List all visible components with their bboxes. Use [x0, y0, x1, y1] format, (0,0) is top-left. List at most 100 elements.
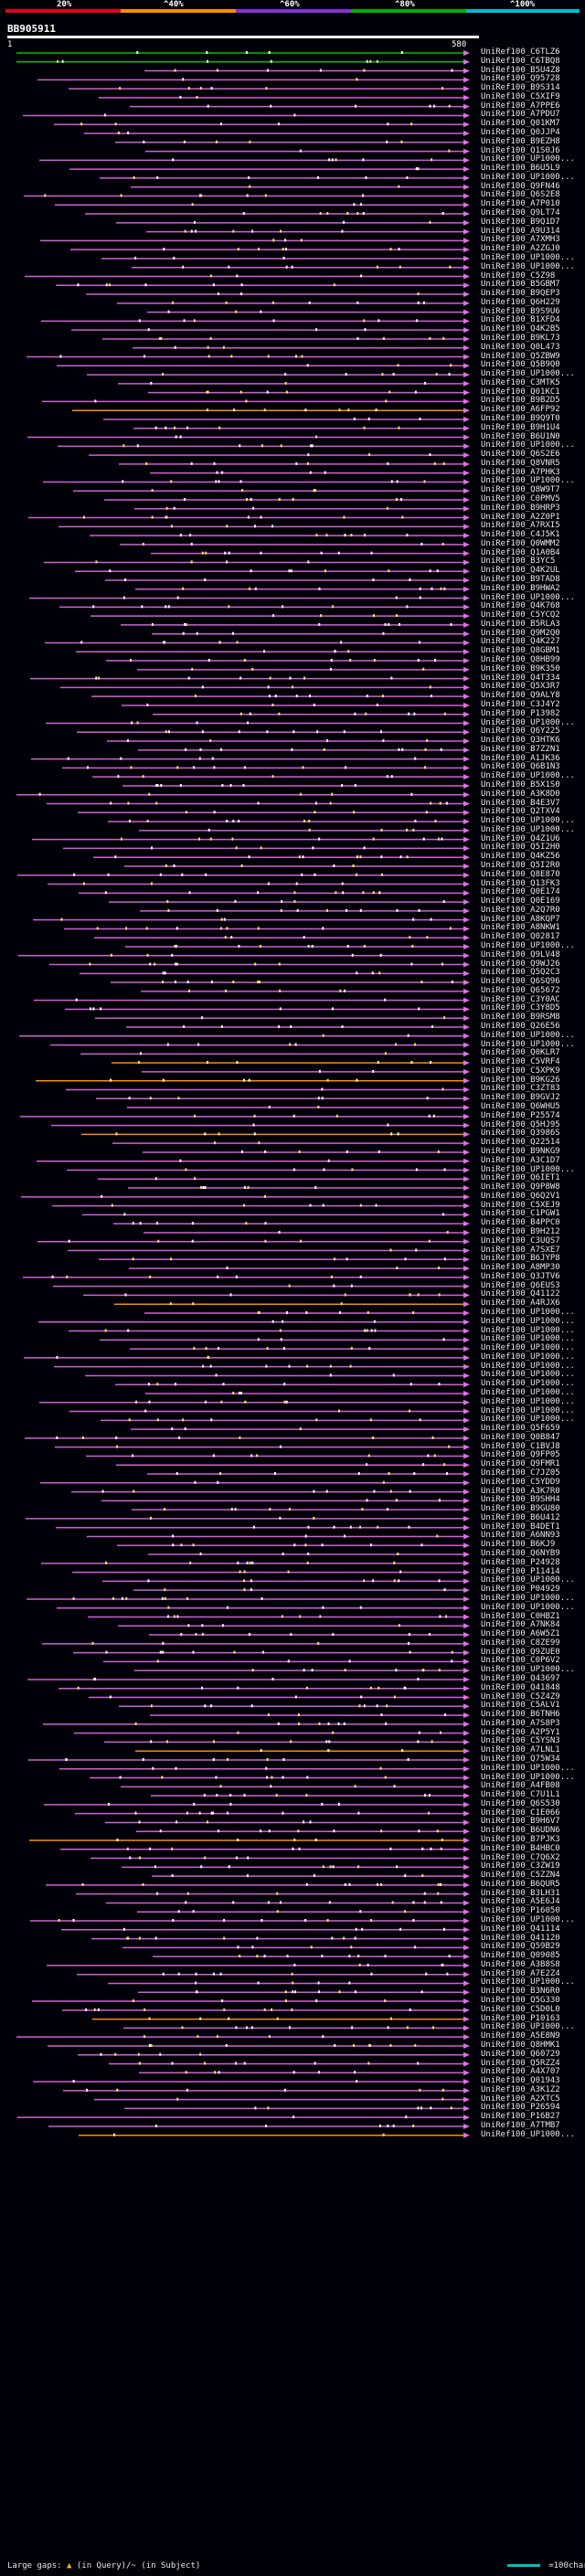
hit-label[interactable]: UniRef100_C7Q6X2 [481, 1852, 560, 1862]
hit-label[interactable]: UniRef100_Q01KC1 [481, 387, 560, 397]
hit-label[interactable]: UniRef100_Q13FK3 [481, 878, 560, 888]
hit-label[interactable]: UniRef100_Q65672 [481, 985, 560, 995]
hit-row[interactable] [56, 282, 470, 289]
hit-label[interactable]: UniRef100_Q9M2Q0 [481, 628, 560, 638]
hit-row[interactable] [148, 389, 470, 396]
hit-row[interactable] [46, 1882, 470, 1888]
hit-row[interactable] [130, 103, 470, 110]
hit-row[interactable] [138, 1989, 470, 1996]
hit-row[interactable] [132, 1507, 470, 1513]
hit-row[interactable] [44, 559, 470, 566]
hit-label[interactable]: UniRef100_Q4K2B5 [481, 324, 560, 334]
hit-row[interactable] [17, 2115, 470, 2121]
hit-row[interactable] [55, 202, 470, 208]
hit-row[interactable] [135, 1748, 470, 1754]
hit-row[interactable] [151, 1793, 470, 1799]
hit-row[interactable] [139, 827, 470, 833]
hit-label[interactable]: UniRef100_UP1000... [481, 1388, 575, 1397]
hit-label[interactable]: UniRef100_Q5F659 [481, 1424, 560, 1434]
hit-label[interactable]: UniRef100_Q6WHU5 [481, 1102, 560, 1112]
hit-label[interactable]: UniRef100_C5VRF4 [481, 1057, 560, 1067]
hit-row[interactable] [55, 1444, 470, 1450]
hit-label[interactable]: UniRef100_B6U5L9 [481, 164, 560, 174]
hit-label[interactable]: UniRef100_Q6SQ96 [481, 977, 560, 987]
hit-row[interactable] [101, 1498, 470, 1504]
hit-label[interactable]: UniRef100_C8ZE99 [481, 1638, 560, 1648]
hit-row[interactable] [75, 568, 470, 575]
hit-row[interactable] [144, 68, 470, 74]
hit-label[interactable]: UniRef100_B9GU80 [481, 1504, 560, 1514]
hit-row[interactable] [17, 872, 470, 878]
hit-label[interactable]: UniRef100_C5D0L0 [481, 2004, 560, 2014]
hit-row[interactable] [60, 684, 470, 691]
hit-row[interactable] [82, 1212, 470, 1218]
hit-label[interactable]: UniRef100_Q2TXV4 [481, 807, 560, 817]
hit-label[interactable]: UniRef100_Q6H229 [481, 297, 560, 307]
hit-label[interactable]: UniRef100_Q41848 [481, 1682, 560, 1692]
hit-label[interactable]: UniRef100_UP1000... [481, 1325, 575, 1335]
hit-row[interactable] [149, 1632, 470, 1638]
hit-row[interactable] [95, 1015, 470, 1022]
hit-label[interactable]: UniRef100_Q0JJP4 [481, 128, 560, 138]
hit-row[interactable] [131, 184, 470, 190]
hit-row[interactable] [27, 1595, 470, 1602]
hit-label[interactable]: UniRef100_Q5G330 [481, 1996, 560, 2006]
hit-row[interactable] [150, 470, 470, 476]
hit-label[interactable]: UniRef100_UP1000... [481, 1593, 575, 1603]
hit-label[interactable]: UniRef100_UP1000... [481, 1370, 575, 1380]
hit-label[interactable]: UniRef100_Q5RZZ4 [481, 2058, 560, 2068]
hit-row[interactable] [46, 720, 470, 726]
hit-row[interactable] [105, 1819, 470, 1826]
hit-row[interactable] [78, 810, 470, 816]
hit-row[interactable] [21, 1193, 470, 1200]
hit-row[interactable] [112, 1060, 470, 1066]
hit-label[interactable]: UniRef100_Q41114 [481, 1924, 560, 1934]
hit-row[interactable] [116, 1462, 470, 1468]
hit-row[interactable] [71, 1489, 470, 1495]
hit-row[interactable] [41, 1560, 470, 1566]
hit-row[interactable] [77, 729, 470, 736]
hit-row[interactable] [147, 1471, 470, 1478]
hit-row[interactable] [103, 1659, 470, 1665]
hit-row[interactable] [23, 1274, 470, 1280]
hit-label[interactable]: UniRef100_Q8GBM1 [481, 646, 560, 656]
hit-row[interactable] [27, 434, 470, 440]
hit-row[interactable] [87, 372, 470, 378]
hit-label[interactable]: UniRef100_UP1000... [481, 1772, 575, 1782]
hit-label[interactable]: UniRef100_B4HBC0 [481, 1843, 560, 1853]
hit-row[interactable] [54, 122, 470, 128]
hit-row[interactable] [119, 1703, 470, 1710]
hit-row[interactable] [153, 1954, 470, 1960]
hit-row[interactable] [108, 1980, 470, 1987]
hit-label[interactable]: UniRef100_A3K7R0 [481, 1486, 560, 1496]
hit-row[interactable] [63, 2087, 470, 2094]
hit-row[interactable] [140, 907, 470, 914]
hit-label[interactable]: UniRef100_B5GBM7 [481, 280, 560, 290]
hit-row[interactable] [51, 1122, 470, 1129]
hit-row[interactable] [33, 917, 470, 923]
hit-label[interactable]: UniRef100_A6FP92 [481, 405, 560, 415]
hit-row[interactable] [151, 550, 470, 557]
hit-row[interactable] [53, 1283, 470, 1289]
hit-label[interactable]: UniRef100_C1PGW1 [481, 1209, 560, 1219]
hit-label[interactable]: UniRef100_A6W5Z1 [481, 1629, 560, 1639]
hit-row[interactable] [18, 952, 470, 959]
hit-row[interactable] [76, 649, 470, 655]
hit-row[interactable] [109, 899, 470, 906]
hit-label[interactable]: UniRef100_Q41122 [481, 1289, 560, 1299]
hit-row[interactable] [89, 1694, 470, 1701]
hit-row[interactable] [133, 425, 470, 431]
hit-row[interactable] [107, 738, 470, 745]
hit-label[interactable]: UniRef100_B6U1N0 [481, 431, 560, 441]
hit-row[interactable] [40, 238, 470, 244]
hit-label[interactable]: UniRef100_Q6S2E8 [481, 190, 560, 200]
hit-label[interactable]: UniRef100_Q02817 [481, 932, 560, 942]
hit-row[interactable] [116, 219, 470, 226]
hit-label[interactable]: UniRef100_UP1000... [481, 1316, 575, 1326]
hit-row[interactable] [16, 2034, 470, 2041]
hit-row[interactable] [113, 1221, 470, 1227]
hit-row[interactable] [118, 380, 470, 387]
hit-row[interactable] [19, 1033, 470, 1039]
hit-label[interactable]: UniRef100_Q59B29 [481, 1942, 560, 1952]
hit-label[interactable]: UniRef100_Q6EUS3 [481, 1280, 560, 1290]
